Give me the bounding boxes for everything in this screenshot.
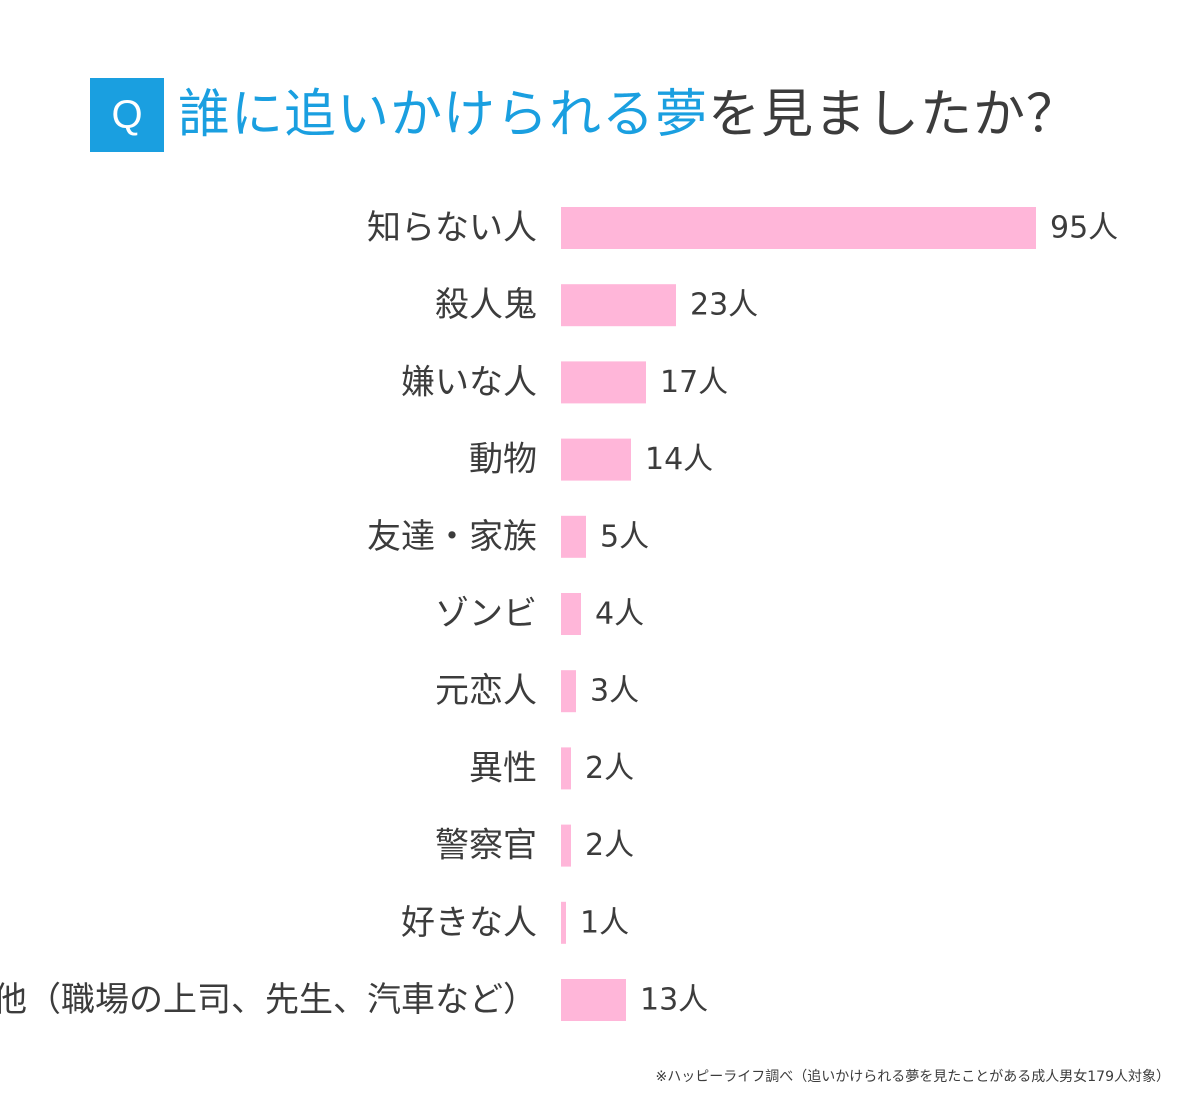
category-label: 動物 — [469, 440, 537, 480]
bar — [561, 670, 576, 713]
value-label: 14人 — [645, 442, 713, 477]
category-label: その他（職場の上司、先生、汽車など） — [0, 980, 537, 1020]
value-label: 17人 — [660, 365, 728, 400]
category-label: 知らない人 — [367, 208, 537, 248]
category-label: 殺人鬼 — [435, 285, 537, 325]
bar — [561, 979, 626, 1021]
category-label: 警察官 — [435, 826, 537, 866]
title-accent: 誰に追いかけられる夢 — [178, 85, 709, 145]
value-label: 13人 — [640, 983, 708, 1018]
chart-title: Q 誰に追いかけられる夢を見ましたか？ — [90, 78, 1079, 152]
value-label: 2人 — [585, 828, 634, 863]
value-label: 5人 — [600, 519, 649, 554]
value-label: 2人 — [585, 751, 634, 786]
bar — [561, 515, 586, 558]
category-label: 異性 — [469, 748, 537, 788]
bar — [561, 207, 1036, 249]
value-label: 4人 — [595, 597, 644, 632]
value-label: 1人 — [580, 905, 629, 940]
value-label: 23人 — [690, 288, 758, 323]
value-label: 95人 — [1050, 211, 1118, 246]
category-label: ゾンビ — [435, 594, 537, 634]
bar — [561, 824, 571, 867]
category-label: 友達・家族 — [367, 517, 537, 557]
value-label: 3人 — [590, 674, 639, 709]
footnote: ※ハッピーライフ調べ（追いかけられる夢を見たことがある成人男女179人対象） — [655, 1069, 1170, 1085]
category-label: 元恋人 — [435, 671, 537, 711]
category-label: 好きな人 — [401, 903, 537, 943]
bar — [561, 901, 566, 944]
bar — [561, 593, 581, 635]
category-label: 嫌いな人 — [401, 362, 537, 402]
bar — [561, 747, 571, 790]
title-text: 誰に追いかけられる夢を見ましたか？ — [178, 78, 1079, 152]
bar — [561, 284, 676, 327]
bar — [561, 361, 646, 404]
bar — [561, 438, 631, 481]
title-rest: を見ましたか？ — [708, 85, 1080, 145]
question-badge: Q — [90, 78, 164, 152]
